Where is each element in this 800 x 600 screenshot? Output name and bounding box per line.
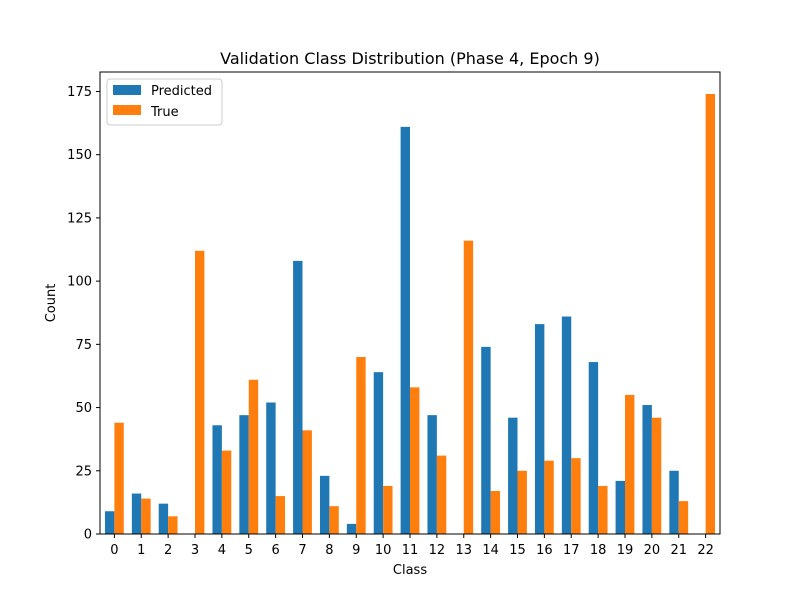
- x-tick-label: 15: [509, 543, 526, 558]
- bar-predicted-class-15: [508, 417, 518, 534]
- x-tick-label: 21: [670, 543, 687, 558]
- bar-predicted-class-18: [588, 362, 599, 534]
- x-tick-label: 6: [271, 543, 279, 558]
- x-tick-label: 0: [110, 543, 118, 558]
- bar-predicted-class-12: [427, 415, 437, 534]
- y-tick-label: 25: [75, 464, 92, 479]
- x-tick-label: 11: [402, 543, 419, 558]
- x-tick-label: 7: [298, 543, 306, 558]
- bar-predicted-class-16: [534, 324, 545, 534]
- x-tick-label: 19: [617, 543, 634, 558]
- bar-true-class-9: [356, 356, 366, 534]
- legend-label-true: True: [150, 105, 179, 120]
- bar-predicted-class-1: [131, 493, 142, 534]
- y-tick-label: 100: [67, 275, 92, 290]
- bar-predicted-class-10: [373, 372, 384, 534]
- bar-true-class-18: [598, 485, 608, 534]
- legend: Predicted True: [106, 78, 223, 126]
- bar-true-class-21: [678, 501, 689, 534]
- bar-predicted-class-11: [400, 126, 410, 534]
- y-tick-label: 75: [75, 338, 92, 353]
- bar-predicted-class-8: [319, 475, 330, 534]
- x-tick-label: 17: [563, 543, 580, 558]
- bar-true-class-1: [141, 498, 151, 534]
- bar-true-class-19: [624, 394, 635, 534]
- x-tick-label: 16: [536, 543, 553, 558]
- x-tick-label: 20: [644, 543, 661, 558]
- bar-true-class-10: [383, 485, 393, 534]
- bar-predicted-class-7: [293, 260, 303, 534]
- bar-predicted-class-4: [212, 425, 222, 534]
- bar-predicted-class-6: [266, 402, 276, 534]
- y-tick-label: 0: [84, 528, 92, 543]
- bar-true-class-16: [544, 460, 554, 534]
- bar-true-class-17: [571, 458, 581, 534]
- legend-swatch-predicted: [113, 85, 141, 95]
- bar-true-class-13: [463, 240, 474, 534]
- bar-true-class-0: [114, 422, 124, 534]
- bar-true-class-3: [195, 250, 205, 534]
- bar-true-class-8: [329, 506, 339, 534]
- x-tick-label: 3: [191, 543, 199, 558]
- y-tick-label: 50: [75, 401, 92, 416]
- bar-predicted-class-17: [561, 316, 572, 534]
- y-axis-label: Count: [44, 284, 59, 323]
- bar-predicted-class-14: [481, 346, 491, 534]
- bar-predicted-class-20: [642, 405, 652, 534]
- bar-true-class-20: [651, 417, 662, 534]
- legend-swatch-true: [113, 105, 141, 115]
- bar-true-class-14: [490, 491, 501, 534]
- y-tick-label: 175: [67, 85, 92, 100]
- bar-true-class-7: [302, 430, 312, 534]
- x-tick-label: 18: [590, 543, 607, 558]
- x-tick-label: 5: [245, 543, 253, 558]
- y-tick-label: 125: [67, 211, 92, 226]
- x-tick-label: 22: [697, 543, 714, 558]
- bar-predicted-class-0: [104, 511, 115, 534]
- bar-true-class-5: [248, 379, 259, 534]
- bar-true-class-22: [705, 94, 716, 534]
- bar-true-class-2: [168, 516, 178, 534]
- x-tick-label: 14: [482, 543, 499, 558]
- bar-true-class-12: [436, 455, 447, 534]
- chart-title: Validation Class Distribution (Phase 4, …: [220, 49, 600, 68]
- bar-predicted-class-9: [346, 523, 357, 534]
- bar-true-class-11: [410, 387, 420, 534]
- x-tick-label: 12: [429, 543, 446, 558]
- x-tick-label: 10: [375, 543, 392, 558]
- bar-true-class-4: [221, 450, 232, 534]
- x-axis-label: Class: [393, 563, 427, 578]
- bar-predicted-class-19: [615, 480, 625, 534]
- x-tick-label: 2: [164, 543, 172, 558]
- x-tick-label: 9: [352, 543, 360, 558]
- x-tick-label: 1: [137, 543, 145, 558]
- legend-label-predicted: Predicted: [151, 84, 212, 99]
- bar-predicted-class-5: [239, 415, 249, 534]
- bar-true-class-15: [517, 470, 527, 534]
- bar-predicted-class-21: [669, 470, 679, 534]
- y-tick-label: 150: [67, 148, 92, 163]
- y-axis: 0 25 50 75 100 125 150 175: [67, 85, 100, 543]
- x-tick-label: 8: [325, 543, 333, 558]
- x-tick-label: 4: [218, 543, 226, 558]
- plot-area: [99, 71, 721, 535]
- x-axis: 0 1 2 3 4 5 6 7 8 9 10 11 12 13 14 15 16 17 18 19 20 21 22: [110, 534, 714, 558]
- x-tick-label: 13: [455, 543, 472, 558]
- bar-predicted-class-2: [158, 503, 169, 534]
- bar-true-class-6: [275, 496, 286, 534]
